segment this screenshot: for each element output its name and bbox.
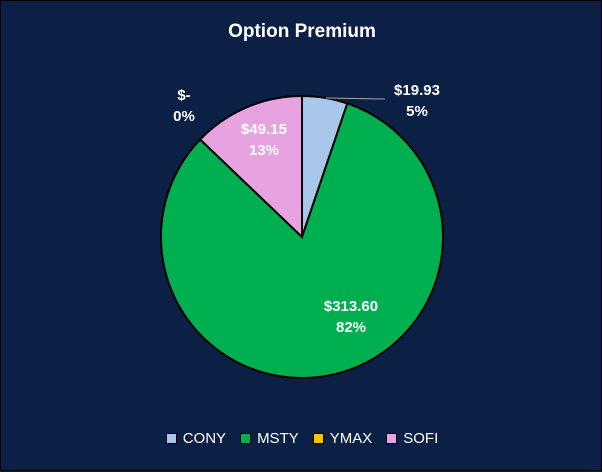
slice-sofi [198, 94, 303, 240]
data-label-ymax: $- 0% [173, 87, 195, 125]
data-label-msty: $313.60 82% [324, 298, 378, 336]
legend-swatch-cony [165, 433, 177, 444]
data-label-sofi: $49.15 13% [241, 121, 287, 159]
chart-title: Option Premium [228, 21, 376, 42]
legend-label-sofi: SOFI [403, 430, 439, 447]
data-label-cony: $19.93 5% [394, 82, 440, 120]
data-label-msty-value: $313.60 [324, 298, 378, 315]
legend-swatch-ymax [312, 433, 324, 444]
data-label-ymax-value: $- [177, 87, 190, 104]
legend-label-msty: MSTY [257, 430, 299, 447]
data-label-ymax-percent: 0% [173, 108, 195, 125]
legend-item-msty: MSTY [240, 430, 299, 447]
cony-leader-line [325, 97, 386, 100]
data-label-cony-percent: 5% [406, 103, 428, 120]
legend-swatch-msty [240, 433, 252, 444]
legend-item-sofi: SOFI [386, 430, 438, 447]
legend-swatch-sofi [386, 433, 398, 444]
legend-item-ymax: YMAX [312, 430, 373, 447]
slice-msty [160, 102, 444, 379]
data-label-sofi-percent: 13% [249, 142, 279, 159]
legend-label-cony: CONY [182, 430, 227, 447]
legend-label-ymax: YMAX [329, 430, 373, 447]
data-label-msty-percent: 82% [336, 319, 366, 336]
legend-item-cony: CONY [165, 430, 227, 447]
legend: CONY MSTY YMAX SOFI [1, 430, 602, 447]
data-label-cony-value: $19.93 [394, 82, 440, 99]
data-label-sofi-value: $49.15 [241, 121, 287, 138]
